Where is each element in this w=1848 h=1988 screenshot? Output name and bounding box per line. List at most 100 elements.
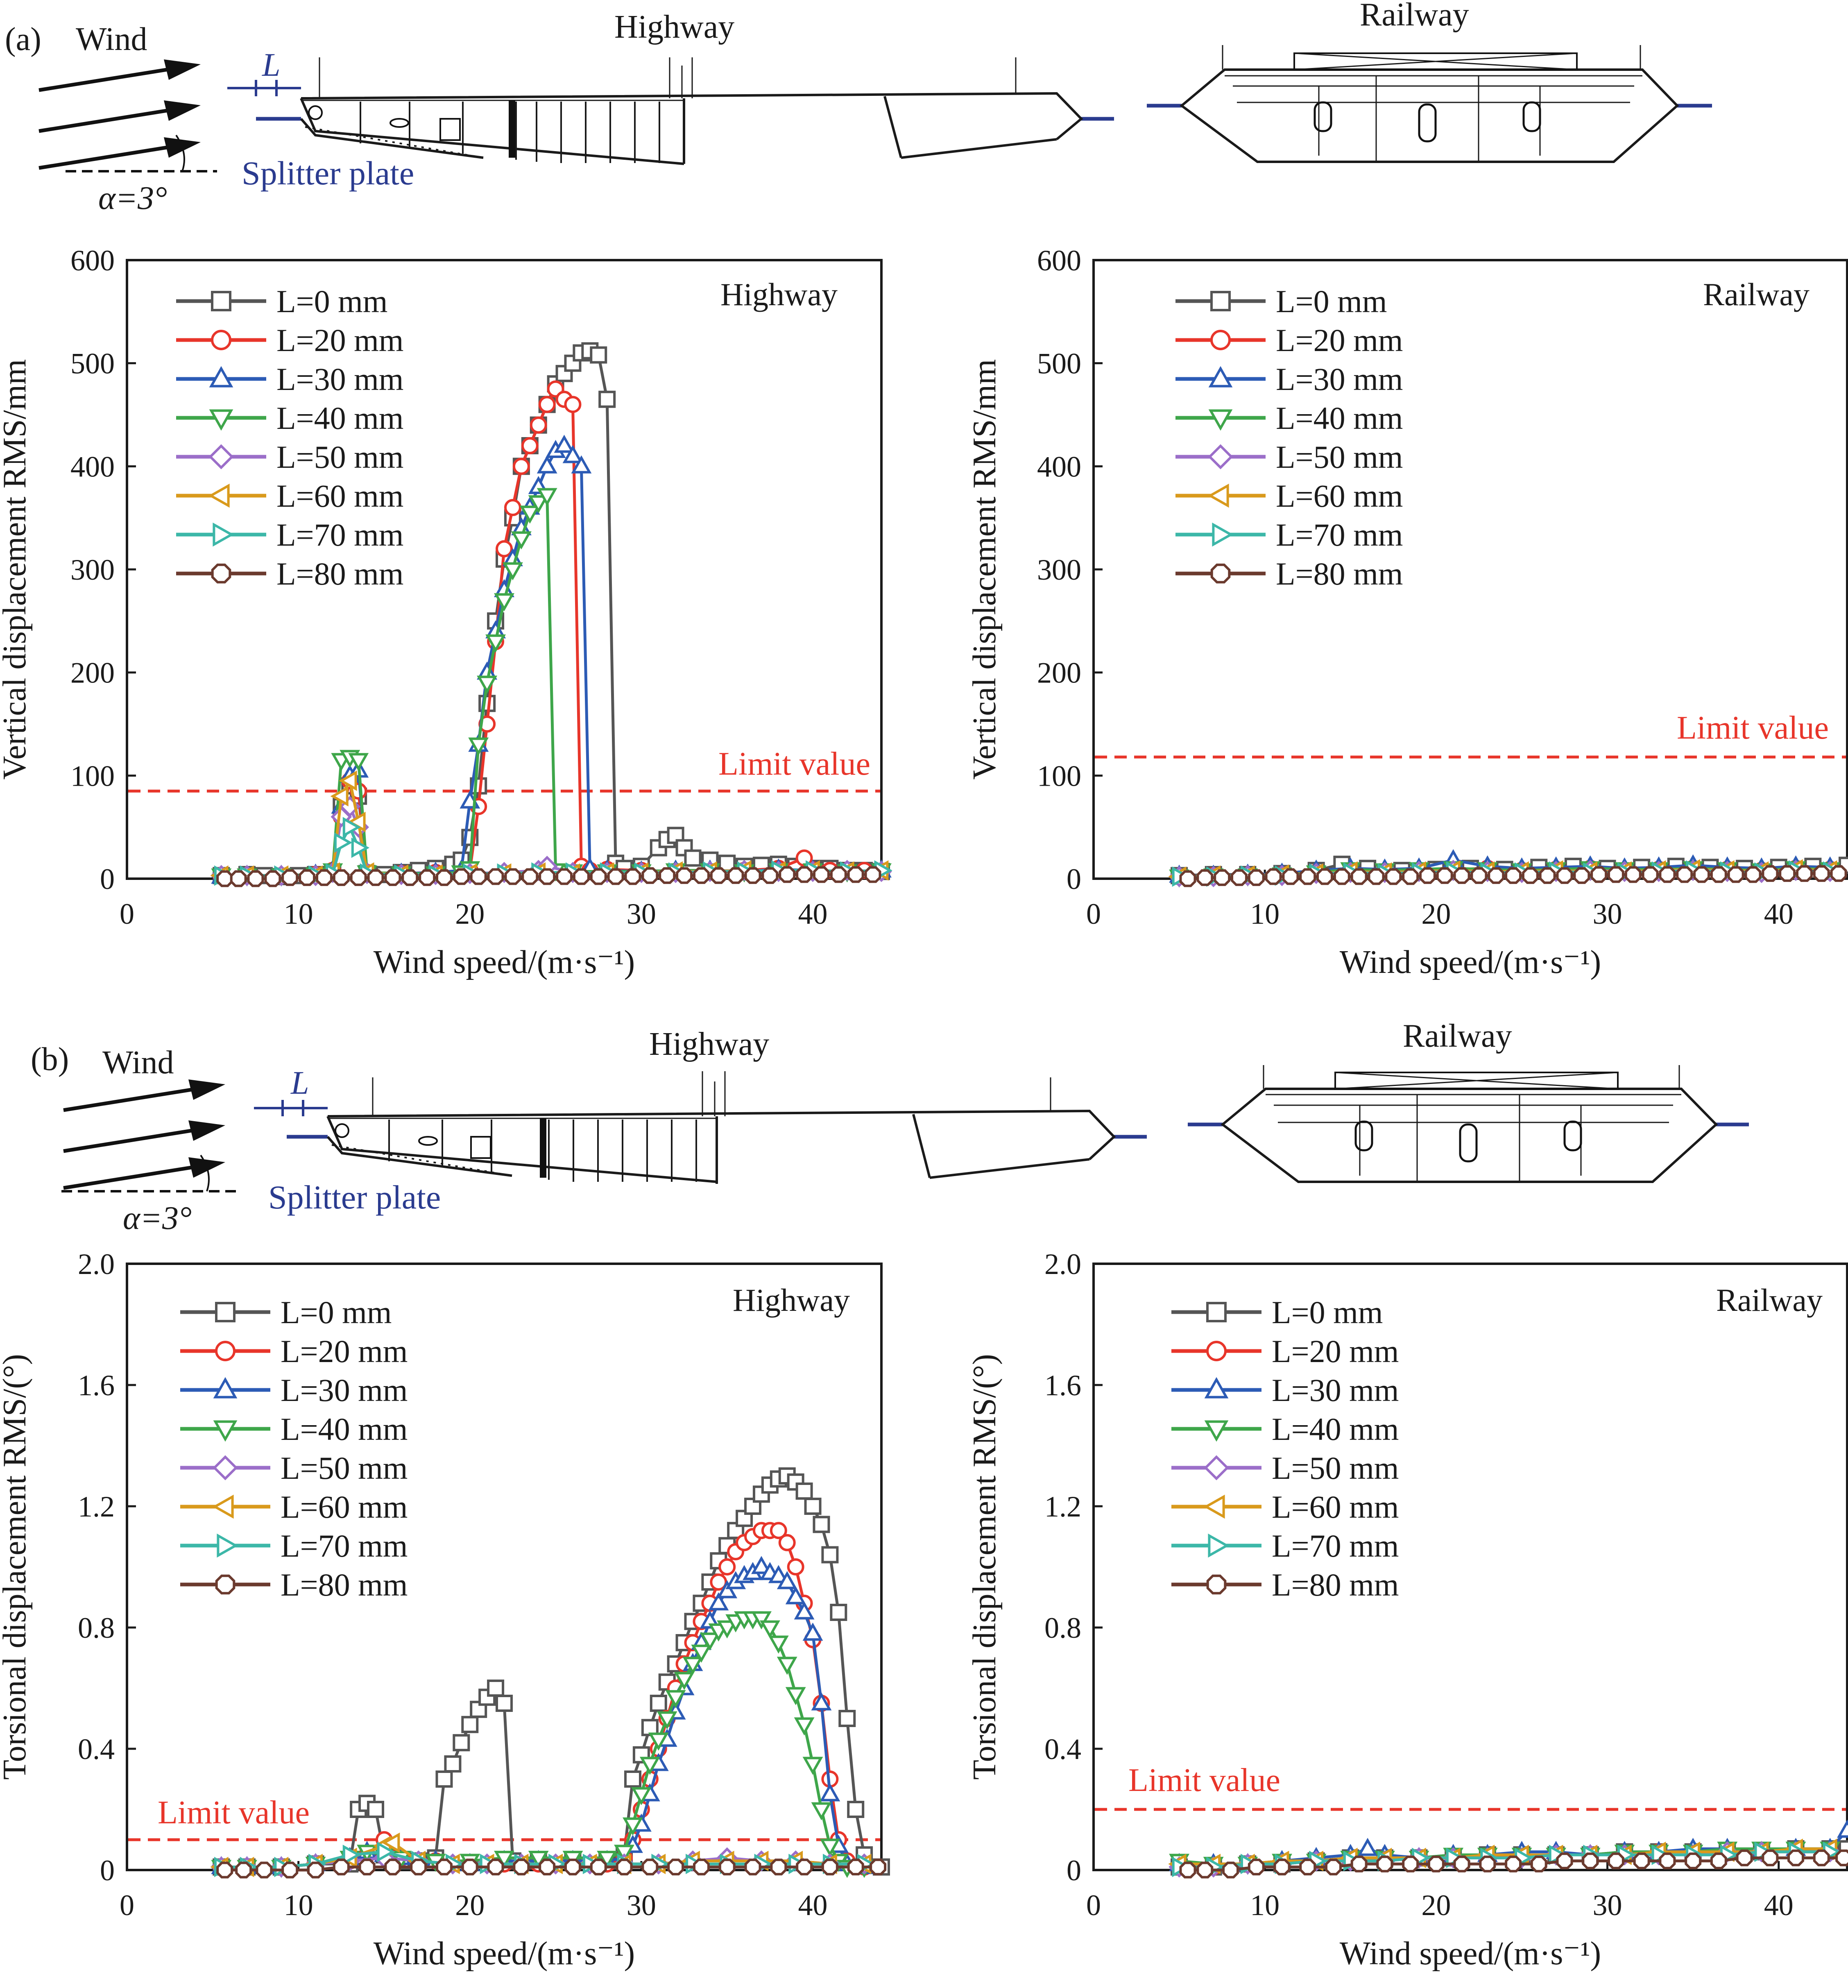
data-point [830, 1604, 847, 1621]
legend-entry: L=60 mm [1171, 1489, 1399, 1525]
x-tick-label: 30 [627, 1889, 656, 1922]
data-point [1179, 870, 1196, 887]
data-point [761, 867, 779, 884]
legend-label: L=50 mm [281, 1450, 408, 1486]
legend-marker [212, 1494, 234, 1519]
data-point [511, 531, 532, 550]
legend-marker [1204, 1455, 1229, 1480]
data-point [778, 1534, 796, 1551]
data-point [216, 1861, 233, 1879]
legend-label: L=40 mm [281, 1411, 408, 1447]
data-point [556, 868, 573, 885]
data-point [607, 868, 624, 885]
data-point [367, 869, 384, 886]
data-point [751, 1611, 772, 1630]
data-point [804, 1498, 822, 1515]
legend-entry: L=70 mm [176, 517, 403, 553]
data-point [1333, 868, 1350, 885]
legend-label: L=60 mm [281, 1489, 408, 1525]
data-point [639, 1757, 660, 1775]
data-point [717, 1580, 738, 1598]
data-point [693, 1859, 710, 1876]
data-point [847, 866, 864, 883]
y-tick-label: 200 [70, 657, 115, 689]
data-point [333, 869, 350, 886]
y-tick-label: 0.4 [78, 1733, 115, 1766]
data-point [768, 1635, 789, 1654]
data-point [419, 869, 436, 886]
x-tick-label: 20 [1421, 1889, 1451, 1922]
data-point [1608, 1852, 1624, 1870]
x-tick-label: 0 [1086, 1889, 1101, 1922]
data-point [1835, 1849, 1848, 1866]
chart-corner-title: Highway [720, 277, 838, 312]
data-point [1273, 1859, 1291, 1876]
data-point [1796, 865, 1813, 882]
data-point [1659, 1852, 1676, 1870]
data-point [1830, 865, 1847, 882]
data-point [230, 870, 247, 887]
angle-label-a: α=3° [98, 180, 167, 216]
data-point [554, 435, 575, 453]
data-point [1488, 867, 1505, 884]
legend-label: L=40 mm [1272, 1411, 1399, 1447]
data-point [334, 832, 353, 853]
series-l-80-mm [216, 1859, 887, 1879]
data-point [436, 1859, 453, 1876]
data-point [1222, 1861, 1239, 1879]
y-axis-label: Torsional displacement RMS/(°) [967, 1354, 1003, 1780]
legend-entry: L=0 mm [1171, 1294, 1383, 1330]
y-tick-label: 200 [1037, 657, 1081, 689]
x-tick-label: 10 [284, 898, 313, 930]
legend-entry: L=60 mm [180, 1489, 408, 1525]
legend-label: L=50 mm [276, 439, 403, 475]
y-tick-label: 2.0 [78, 1248, 115, 1281]
data-point [614, 1845, 634, 1863]
y-axis-label: Vertical displacement RMS/mm [0, 359, 33, 780]
legend-label: L=50 mm [1276, 439, 1403, 475]
x-tick-label: 20 [455, 1889, 485, 1922]
data-point [1299, 1859, 1316, 1876]
legend-marker [215, 1302, 236, 1322]
data-point [641, 1859, 659, 1876]
data-point [710, 867, 727, 884]
data-point [468, 737, 489, 756]
y-tick-label: 0.8 [78, 1612, 115, 1644]
data-point [813, 866, 830, 883]
legend-entry: L=80 mm [1175, 556, 1403, 592]
y-tick-label: 1.6 [78, 1369, 115, 1402]
data-point [1744, 866, 1762, 883]
data-point [564, 1859, 581, 1876]
data-point [1453, 867, 1470, 884]
data-point [1608, 866, 1624, 883]
legend-entry: L=80 mm [176, 556, 403, 592]
legend-marker [1208, 409, 1233, 431]
data-point [1779, 865, 1796, 882]
data-point [777, 1571, 797, 1589]
legend-label: L=40 mm [276, 400, 403, 436]
x-tick-label: 40 [798, 1889, 828, 1922]
limit-label: Limit value [158, 1795, 310, 1831]
data-point [821, 1546, 839, 1564]
legend-entry: L=20 mm [1171, 1333, 1399, 1369]
data-point [659, 867, 676, 884]
data-point [693, 867, 710, 884]
splitter-label-b: Splitter plate [268, 1179, 441, 1216]
legend-marker [213, 1455, 238, 1480]
data-point [1479, 1855, 1496, 1872]
legend-marker [211, 291, 231, 311]
legend-label: L=0 mm [281, 1294, 392, 1330]
data-point [700, 1632, 720, 1651]
limit-label: Limit value [1677, 710, 1829, 746]
data-point [1727, 866, 1744, 883]
data-point [744, 867, 761, 884]
legend-marker [1210, 563, 1231, 584]
data-point [811, 1802, 832, 1820]
legend-marker [208, 483, 230, 508]
data-point [477, 676, 498, 694]
wind-arrows-a [38, 59, 217, 172]
chart-corner-title: Railway [1716, 1282, 1823, 1318]
data-point [1196, 1861, 1214, 1879]
legend-marker [1206, 1574, 1227, 1595]
